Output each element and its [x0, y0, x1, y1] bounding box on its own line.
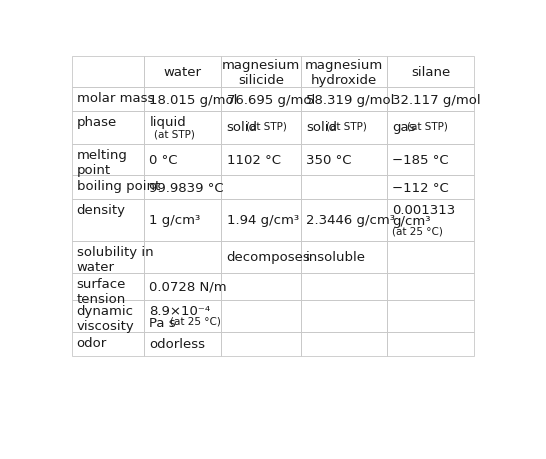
Bar — [301, 57, 387, 88]
Text: 1 g/cm³: 1 g/cm³ — [150, 214, 201, 227]
Bar — [144, 300, 222, 332]
Text: 2.3446 g/cm³: 2.3446 g/cm³ — [306, 214, 395, 227]
Bar — [301, 88, 387, 112]
Text: phase: phase — [76, 116, 117, 129]
Bar — [222, 200, 301, 241]
Bar — [144, 273, 222, 300]
Text: −112 °C: −112 °C — [393, 181, 449, 194]
Text: 0 °C: 0 °C — [150, 154, 178, 167]
Text: solid: solid — [227, 120, 258, 133]
Text: 99.9839 °C: 99.9839 °C — [150, 181, 224, 194]
Bar — [387, 300, 473, 332]
Bar — [72, 88, 144, 112]
Text: density: density — [76, 204, 126, 217]
Text: 18.015 g/mol: 18.015 g/mol — [150, 94, 238, 106]
Text: magnesium
hydroxide: magnesium hydroxide — [305, 58, 383, 86]
Bar — [72, 332, 144, 356]
Text: odorless: odorless — [150, 337, 205, 350]
Bar — [301, 200, 387, 241]
Text: (at STP): (at STP) — [154, 129, 194, 139]
Bar — [144, 88, 222, 112]
Bar — [144, 176, 222, 200]
Text: (at 25 °C): (at 25 °C) — [393, 226, 443, 236]
Bar — [301, 300, 387, 332]
Bar — [72, 200, 144, 241]
Text: 1.94 g/cm³: 1.94 g/cm³ — [227, 214, 299, 227]
Bar — [72, 241, 144, 273]
Text: insoluble: insoluble — [306, 251, 366, 264]
Text: liquid: liquid — [150, 116, 186, 129]
Bar — [222, 88, 301, 112]
Text: boiling point: boiling point — [76, 180, 160, 193]
Bar — [72, 57, 144, 88]
Text: (at 25 °C): (at 25 °C) — [170, 315, 221, 325]
Text: (at STP): (at STP) — [326, 122, 367, 131]
Text: g/cm³: g/cm³ — [393, 215, 431, 228]
Text: solid: solid — [306, 120, 337, 133]
Bar — [144, 57, 222, 88]
Bar — [387, 273, 473, 300]
Text: decomposes: decomposes — [227, 251, 310, 264]
Bar — [72, 145, 144, 176]
Text: (at STP): (at STP) — [246, 122, 287, 131]
Bar — [387, 57, 473, 88]
Bar — [72, 112, 144, 145]
Bar — [301, 332, 387, 356]
Bar — [222, 273, 301, 300]
Bar — [144, 332, 222, 356]
Bar — [222, 300, 301, 332]
Text: 0.0728 N/m: 0.0728 N/m — [150, 280, 227, 293]
Text: surface
tension: surface tension — [76, 277, 126, 305]
Bar — [222, 57, 301, 88]
Bar — [222, 112, 301, 145]
Text: melting
point: melting point — [76, 149, 128, 177]
Bar — [301, 112, 387, 145]
Bar — [72, 273, 144, 300]
Text: −185 °C: −185 °C — [393, 154, 449, 167]
Text: 350 °C: 350 °C — [306, 154, 352, 167]
Text: water: water — [164, 66, 202, 79]
Bar — [301, 241, 387, 273]
Text: (at STP): (at STP) — [407, 122, 448, 131]
Text: odor: odor — [76, 336, 107, 349]
Text: dynamic
viscosity: dynamic viscosity — [76, 304, 134, 332]
Text: solubility in
water: solubility in water — [76, 246, 153, 274]
Bar — [144, 112, 222, 145]
Bar — [144, 241, 222, 273]
Text: gas: gas — [393, 120, 416, 133]
Text: 8.9×10⁻⁴: 8.9×10⁻⁴ — [150, 304, 211, 317]
Text: 1102 °C: 1102 °C — [227, 154, 281, 167]
Text: silane: silane — [411, 66, 450, 79]
Text: molar mass: molar mass — [76, 92, 154, 105]
Bar — [387, 112, 473, 145]
Bar — [387, 176, 473, 200]
Bar — [387, 88, 473, 112]
Bar — [144, 200, 222, 241]
Bar — [72, 176, 144, 200]
Text: 0.001313: 0.001313 — [393, 204, 455, 217]
Bar — [387, 200, 473, 241]
Bar — [222, 176, 301, 200]
Text: Pa s: Pa s — [150, 316, 176, 329]
Bar — [144, 145, 222, 176]
Bar — [222, 241, 301, 273]
Text: 58.319 g/mol: 58.319 g/mol — [306, 94, 394, 106]
Bar — [301, 273, 387, 300]
Bar — [72, 300, 144, 332]
Bar — [387, 241, 473, 273]
Bar — [301, 145, 387, 176]
Bar — [222, 145, 301, 176]
Text: 32.117 g/mol: 32.117 g/mol — [393, 94, 481, 106]
Bar — [387, 332, 473, 356]
Text: 76.695 g/mol: 76.695 g/mol — [227, 94, 314, 106]
Bar — [301, 176, 387, 200]
Text: magnesium
silicide: magnesium silicide — [222, 58, 300, 86]
Bar — [387, 145, 473, 176]
Bar — [222, 332, 301, 356]
